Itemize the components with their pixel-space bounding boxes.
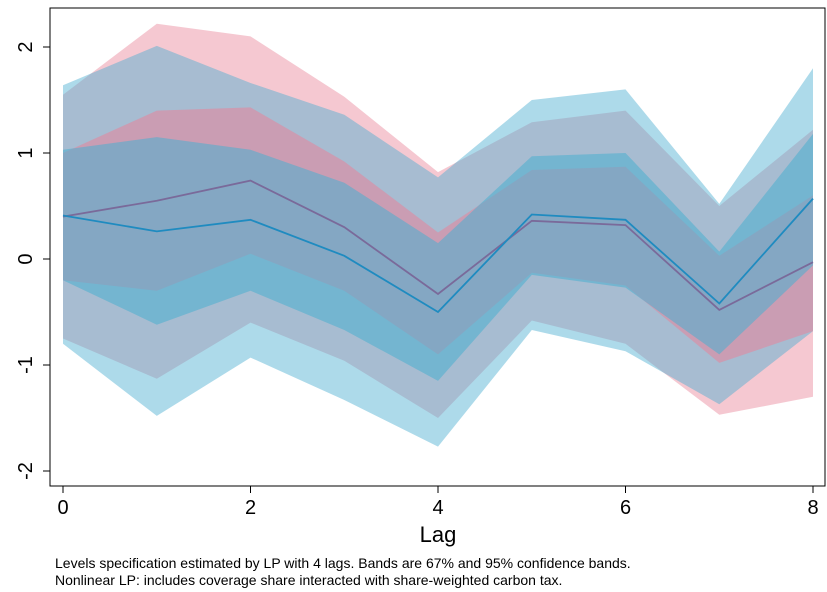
x-axis-label: Lag: [420, 522, 457, 547]
x-tick-label: 6: [620, 497, 631, 519]
footnote-line-2: Nonlinear LP: includes coverage share in…: [55, 572, 563, 588]
y-tick-label: -2: [15, 462, 37, 480]
x-tick-label: 4: [432, 497, 443, 519]
confidence-bands: [63, 23, 813, 447]
x-tick-label: 8: [807, 497, 818, 519]
y-tick-label: -1: [15, 356, 37, 374]
y-axis: -2 -1 0 1 2: [15, 41, 50, 480]
x-axis: 0 2 4 6 8: [57, 486, 819, 519]
y-tick-label: 1: [15, 147, 37, 158]
y-tick-label: 2: [15, 41, 37, 52]
footnote-line-1: Levels specification estimated by LP wit…: [55, 555, 631, 571]
band-67-nonlinear: [63, 133, 813, 381]
y-tick-label: 0: [15, 253, 37, 264]
x-tick-label: 0: [57, 497, 68, 519]
point-estimate-line-linear: [62, 179, 814, 311]
x-tick-label: 2: [245, 497, 256, 519]
point-estimate-lines: [62, 179, 814, 314]
point-estimate-line-nonlinear: [62, 198, 814, 314]
